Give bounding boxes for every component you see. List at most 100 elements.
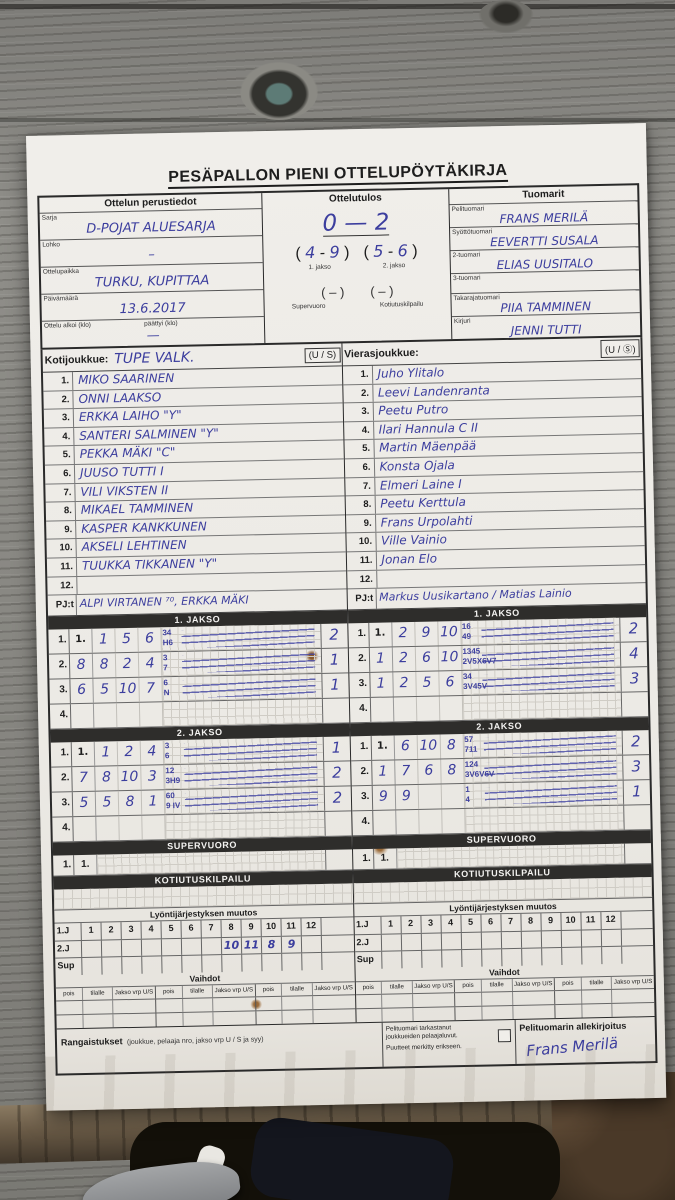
away-batting-change-table: 1.J 1 2 3 4 5 6 7 8 9 10 11 12 2.J Sup — [353, 910, 654, 969]
home-team-name: TUPE VALK. — [114, 349, 195, 368]
player-number: 12. — [346, 570, 378, 589]
scoresheet-form: PESÄPALLON PIENI OTTELUPÖYTÄKIRJA Ottelu… — [37, 159, 658, 1076]
column-header: 11 — [281, 918, 302, 936]
away-team-label: Vierasjoukkue: — [344, 346, 419, 361]
column-header: 3 — [121, 921, 142, 939]
player-number: 5. — [44, 446, 75, 465]
column-header: 1 — [81, 922, 102, 940]
column-header: 2 — [400, 916, 422, 933]
home-team-label: Kotijoukkue: — [44, 353, 109, 367]
field-label: Ottelu alkoi (klo) — [43, 321, 92, 330]
away-period1-table: 1. 1. 2 9 10 16 49 2 — [347, 617, 649, 724]
substitution-group: pois tilalle Jakso vrp U/S — [155, 984, 256, 999]
column-header: 8 — [221, 919, 242, 937]
referee-role-label: Syöttötuomari — [452, 228, 493, 237]
column-header: 1 — [380, 916, 402, 934]
plank-groove — [0, 4, 675, 9]
change-cell — [101, 939, 123, 957]
change-cell — [181, 938, 203, 956]
signature-box: Pelituomarin allekirjoitus Frans Merilä — [515, 1017, 655, 1064]
referees-section: Tuomarit Pelituomari FRANS MERILÄ Syöttö… — [449, 185, 641, 340]
referee-role-label: 2-tuomari — [452, 251, 481, 260]
column-header: 7 — [500, 913, 522, 931]
home-batting-change-table: 1.J 1 2 3 4 5 6 7 8 9 10 11 12 2.J 10 11 8 9 Sup — [54, 916, 355, 976]
change-cell: 8 — [261, 936, 283, 954]
final-score: 0 — 2 — [322, 209, 390, 237]
column-header: 9 — [540, 913, 562, 931]
change-cell — [121, 939, 143, 957]
inning-number: 2. — [48, 654, 71, 679]
player-number: 8. — [345, 495, 376, 515]
away-us-box: (U / Ⓢ) — [600, 339, 640, 359]
player-number: 9. — [345, 514, 376, 533]
change-cell — [141, 938, 163, 956]
scoresheet-paper: PESÄPALLON PIENI OTTELUPÖYTÄKIRJA Ottelu… — [26, 123, 667, 1111]
plank-groove — [0, 118, 675, 122]
change-cell: 11 — [241, 936, 263, 954]
scoring-grid: 34 H6 — [161, 624, 321, 652]
column-header: 7 — [201, 920, 222, 938]
player-number: 7. — [45, 483, 76, 502]
column-header: 4 — [440, 915, 462, 933]
first-batter-cell — [70, 703, 95, 729]
home-us-box: (U / S) — [304, 346, 341, 363]
checkbox-unchecked — [497, 1028, 511, 1042]
player-number: 4. — [343, 421, 374, 440]
referee-check-box: Pelituomari tarkastanut joukkueiden pela… — [382, 1019, 517, 1067]
first-batter-cell: 1. — [69, 628, 93, 654]
home-period1-table: 1. 1. 1 5 6 34 H6 2 — [48, 623, 349, 730]
basic-info-section: Ottelun perustiedot Sarja D-POJAT ALUESA… — [39, 193, 266, 348]
inning-runs — [321, 698, 349, 724]
inning-runs: 2 — [319, 623, 348, 649]
referee-role-label: Kirjuri — [453, 317, 471, 326]
field-label: Sarja — [41, 214, 57, 222]
inning-runs: 1 — [320, 648, 348, 674]
change-cell — [301, 935, 323, 953]
first-batter-cell: 6 — [70, 678, 94, 704]
player-number: 6. — [44, 465, 76, 484]
column-header: 12 — [600, 911, 622, 929]
field-label: Päivämäärä — [43, 294, 79, 303]
column-header: 5 — [460, 914, 482, 932]
player-number: 10. — [46, 539, 77, 558]
period-scores: ( 4 - 9 ) ( 5 - 6 ) — [263, 240, 449, 264]
extra-period-labels: Supervuoro Kotiutuskilpailu — [291, 300, 424, 311]
extra-period-scores: ( – )( – ) — [321, 283, 394, 300]
period1-score: ( 4 - 9 ) — [295, 242, 350, 263]
player-number: 8. — [45, 502, 77, 521]
change-cell — [81, 940, 103, 958]
referee-role-label: Pelituomari — [451, 205, 485, 214]
column-header: 6 — [480, 914, 502, 932]
column-header: 11 — [580, 912, 602, 930]
player-number: 2. — [43, 390, 74, 409]
inning-number: 3. — [49, 679, 71, 704]
change-cell: 9 — [281, 936, 303, 953]
score-block: Kotijoukkue: TUPE VALK. (U / S) 1. MIKO … — [40, 337, 658, 1076]
change-cell — [161, 938, 183, 956]
result-header: Ottelutulos — [328, 192, 382, 205]
column-header: 2 — [101, 922, 122, 940]
player-number: 7. — [344, 477, 376, 496]
column-header: 6 — [181, 920, 202, 938]
first-batter-cell: 8 — [69, 653, 94, 679]
scoring-grid — [162, 699, 322, 727]
column-header: 3 — [420, 915, 442, 933]
substitution-group: pois tilalle Jakso vrp U/S — [554, 976, 654, 990]
column-header: 9 — [241, 919, 262, 937]
home-team-half: Kotijoukkue: TUPE VALK. (U / S) 1. MIKO … — [42, 343, 357, 1029]
column-header: 5 — [161, 921, 182, 938]
field-label: Lohko — [42, 241, 61, 249]
inning-number: 1. — [48, 629, 70, 654]
column-header: 4 — [141, 921, 162, 939]
player-number: 10. — [345, 533, 377, 552]
period2-score: ( 5 - 6 ) — [363, 241, 418, 261]
referee-signature: Frans Merilä — [525, 1033, 619, 1060]
referee-row: Kirjuri JENNI TUTTI — [451, 312, 641, 340]
player-number: 11. — [346, 551, 377, 570]
player-number: 4. — [44, 427, 75, 447]
player-number: 3. — [343, 402, 374, 422]
player-number: 6. — [344, 458, 375, 477]
